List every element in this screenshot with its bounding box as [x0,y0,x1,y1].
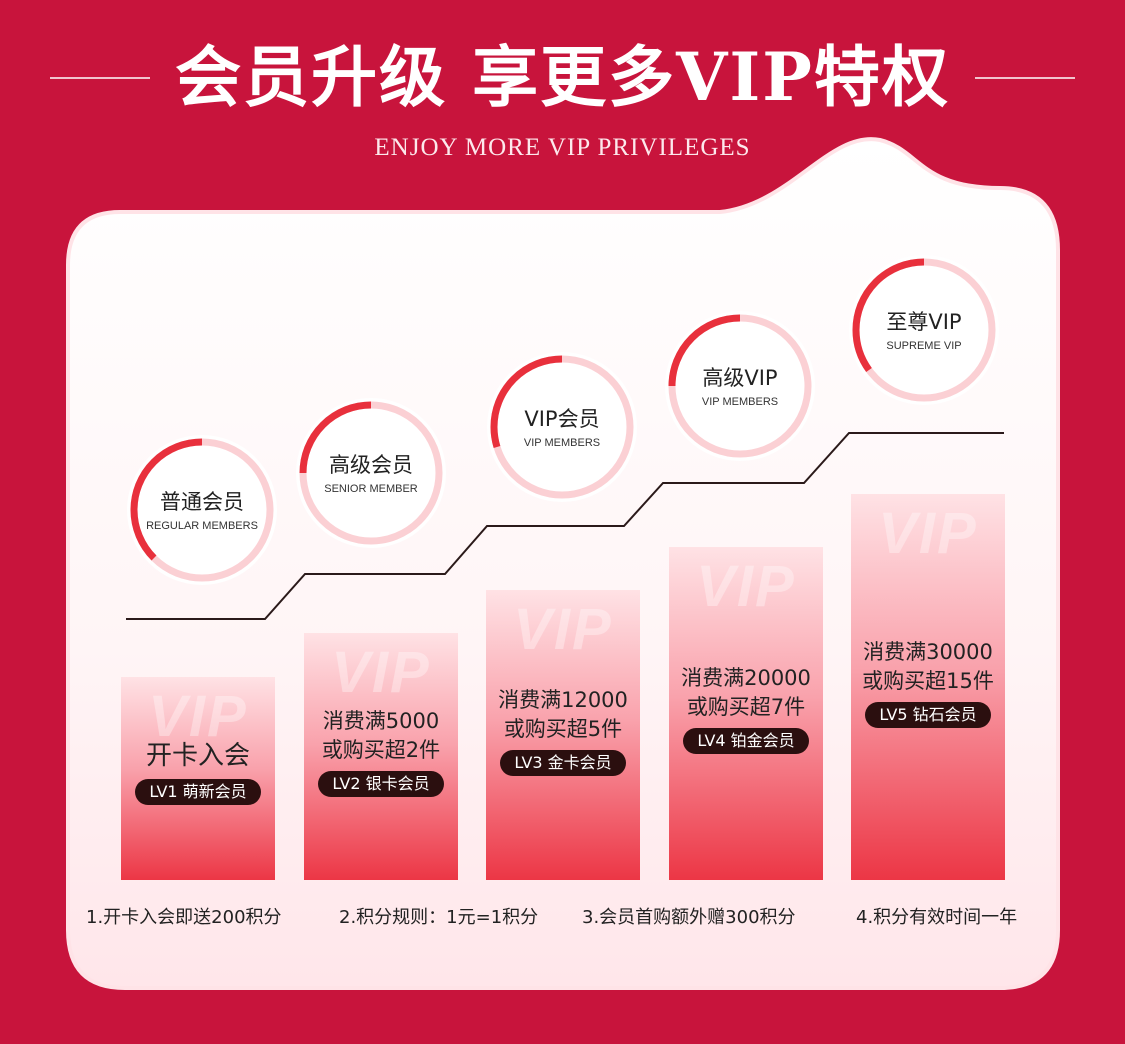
tier-level-badge: LV3 金卡会员 [500,750,626,776]
tier-condition: 消费满20000 或购买超7件 [681,666,811,719]
rule-item-4: 4.积分有效时间一年 [856,907,1018,928]
ring-progress [852,258,996,402]
tier-name-en: VIP MEMBERS [523,437,601,449]
tier-name-en: SUPREME VIP [886,340,962,352]
ring-progress [130,438,274,582]
vip-watermark: VIP [148,684,248,749]
tier-level-badge: LV1 萌新会员 [135,779,261,805]
tier-circle-3: VIP会员 VIP MEMBERS [487,352,637,502]
page-title: 会员升级 享更多VIP特权 [175,38,950,116]
tier-level-badge: LV4 铂金会员 [683,728,809,754]
header-left-line [50,77,150,79]
vip-watermark: VIP [331,640,431,705]
vip-watermark: VIP [513,597,613,662]
tier-condition: 消费满30000 或购买超15件 [862,640,994,693]
tier-name: VIP会员 [524,407,600,431]
tier-condition: 消费满5000 或购买超2件 [321,709,441,762]
rule-item-2: 2.积分规则：1元=1积分 [339,907,539,928]
tier-condition: 开卡入会 [145,741,250,771]
tier-name: 至尊VIP [886,310,962,334]
step-line [126,432,1004,620]
rule-item-1: 1.开卡入会即送200积分 [86,907,282,928]
tier-name-en: REGULAR MEMBERS [146,520,258,532]
tier-name: 高级会员 [329,453,413,477]
tier-bar-2: VIP 消费满5000 或购买超2件 LV2 银卡会员 [304,633,458,880]
tier-name: 普通会员 [160,490,244,514]
tier-condition: 消费满12000 或购买超5件 [498,688,628,741]
ring-progress [490,355,634,499]
vip-watermark: VIP [696,554,796,619]
tier-level-badge: LV2 银卡会员 [318,771,444,797]
page-subtitle: ENJOY MORE VIP PRIVILEGES [374,134,751,161]
tier-circle-5: 至尊VIP SUPREME VIP [849,255,999,405]
tier-name-en: VIP MEMBERS [701,396,779,408]
tier-bar-4: VIP 消费满20000 或购买超7件 LV4 铂金会员 [669,547,823,880]
tier-circle-2: 高级会员 SENIOR MEMBER [296,398,446,548]
tier-circle-1: 普通会员 REGULAR MEMBERS [127,435,277,585]
header-right-line [975,77,1075,79]
tier-name-en: SENIOR MEMBER [324,483,418,495]
tier-level-badge: LV5 钻石会员 [865,702,991,728]
vip-watermark: VIP [878,501,978,566]
tier-bar-5: VIP 消费满30000 或购买超15件 LV5 钻石会员 [851,494,1005,880]
ring-progress [299,401,443,545]
rule-item-3: 3.会员首购额外赠300积分 [582,907,796,928]
ring-progress [668,314,812,458]
tier-bar-1: VIP 开卡入会 LV1 萌新会员 [121,677,275,880]
tier-bar-3: VIP 消费满12000 或购买超5件 LV3 金卡会员 [486,590,640,880]
tier-name: 高级VIP [702,366,778,390]
tier-circle-4: 高级VIP VIP MEMBERS [665,311,815,461]
